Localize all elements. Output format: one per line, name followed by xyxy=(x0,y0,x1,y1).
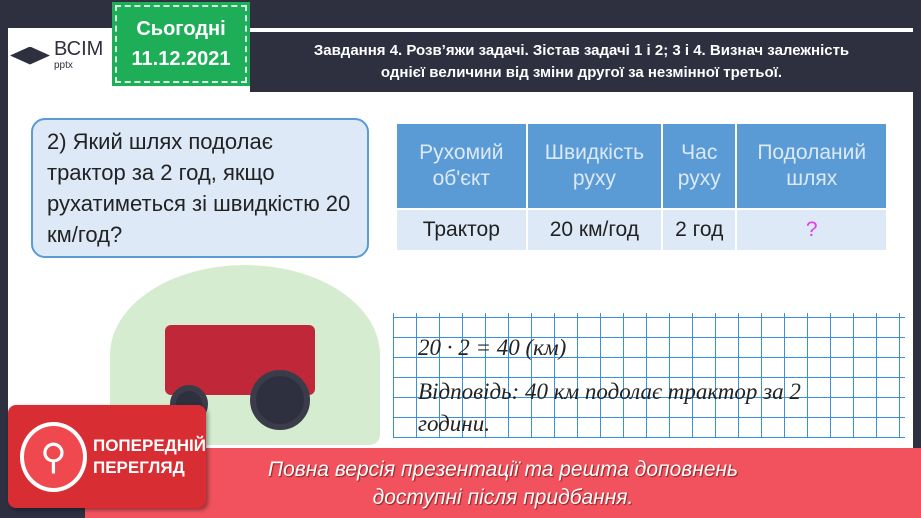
answer-line1: Відповідь: 40 км подолає трактор за 2 xyxy=(418,379,801,404)
logo-sub: pptx xyxy=(54,60,73,71)
tractor-wheel xyxy=(250,370,310,430)
purchase-banner: Повна версія презентації та решта доповн… xyxy=(85,448,921,518)
unknown-cell: ? xyxy=(735,208,888,252)
magnifier-icon: ⚲ xyxy=(20,421,87,492)
cell: Трактор xyxy=(395,208,528,252)
cell: 2 год xyxy=(661,208,738,252)
date-badge: Сьогодні 11.12.2021 xyxy=(112,2,250,86)
date-value: 11.12.2021 xyxy=(131,48,231,70)
table-row: Трактор 20 км/год 2 год ? xyxy=(395,208,888,252)
graduation-cap-icon xyxy=(10,46,50,65)
logo: ВСІМ pptx xyxy=(10,38,104,71)
preview-badge[interactable]: ⚲ ПОПЕРЕДНІЙ ПЕРЕГЛЯД xyxy=(8,405,206,508)
answer-line2: години. xyxy=(418,411,490,436)
header-line1: Завдання 4. Розв’яжи задачі. Зістав зада… xyxy=(313,42,850,59)
equation: 20 · 2 = 40 (км) xyxy=(418,335,567,360)
preview-line1: ПОПЕРЕДНІЙ xyxy=(92,435,206,455)
grid-paper-solution: 20 · 2 = 40 (км) Відповідь: 40 км подола… xyxy=(393,313,905,438)
header-cell: Час руху xyxy=(661,121,738,211)
header-cell: Швидкість руху xyxy=(525,121,664,211)
banner-line1: Повна версія презентації та решта доповн… xyxy=(267,458,739,481)
cell: 20 км/год xyxy=(525,208,664,252)
header-cell: Рухомий об'єкт xyxy=(395,121,528,211)
header-line2: однієї величини від зміни другої за незм… xyxy=(380,64,783,81)
header-cell: Подоланий шлях xyxy=(735,121,888,211)
question-box: 2) Який шлях подолає трактор за 2 год, я… xyxy=(31,118,369,258)
table-header: Рухомий об'єкт Швидкість руху Час руху П… xyxy=(395,121,888,211)
preview-line2: ПЕРЕГЛЯД xyxy=(92,457,185,477)
task-header: Завдання 4. Розв’яжи задачі. Зістав зада… xyxy=(250,32,913,92)
banner-line2: доступні після придбання. xyxy=(372,486,634,509)
date-label: Сьогодні xyxy=(136,18,226,40)
data-table: Рухомий об'єкт Швидкість руху Час руху П… xyxy=(395,121,888,252)
logo-text: ВСІМ xyxy=(54,38,104,60)
